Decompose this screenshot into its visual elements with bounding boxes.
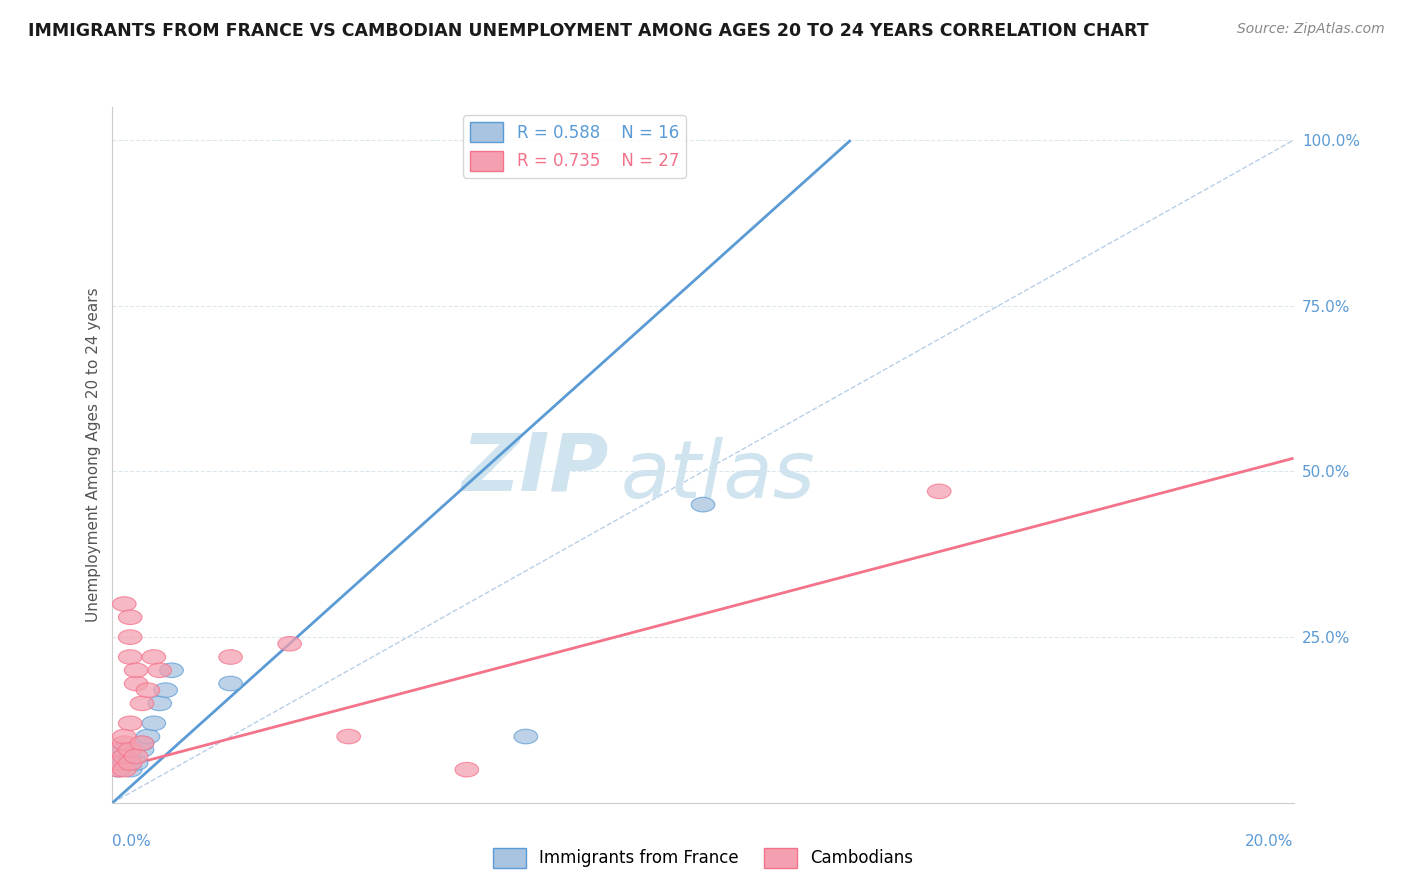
Text: ZIP: ZIP bbox=[461, 430, 609, 508]
Ellipse shape bbox=[107, 763, 131, 777]
Ellipse shape bbox=[136, 730, 160, 744]
Ellipse shape bbox=[692, 498, 714, 512]
Ellipse shape bbox=[131, 742, 153, 757]
Ellipse shape bbox=[142, 716, 166, 731]
Ellipse shape bbox=[928, 484, 950, 499]
Ellipse shape bbox=[112, 756, 136, 771]
Ellipse shape bbox=[112, 749, 136, 764]
Ellipse shape bbox=[118, 716, 142, 731]
Ellipse shape bbox=[107, 756, 131, 771]
Ellipse shape bbox=[118, 763, 142, 777]
Text: Source: ZipAtlas.com: Source: ZipAtlas.com bbox=[1237, 22, 1385, 37]
Ellipse shape bbox=[107, 742, 131, 757]
Ellipse shape bbox=[118, 756, 142, 771]
Ellipse shape bbox=[124, 756, 148, 771]
Ellipse shape bbox=[112, 597, 136, 611]
Ellipse shape bbox=[148, 663, 172, 678]
Ellipse shape bbox=[153, 683, 177, 698]
Ellipse shape bbox=[118, 742, 142, 757]
Text: IMMIGRANTS FROM FRANCE VS CAMBODIAN UNEMPLOYMENT AMONG AGES 20 TO 24 YEARS CORRE: IMMIGRANTS FROM FRANCE VS CAMBODIAN UNEM… bbox=[28, 22, 1149, 40]
Ellipse shape bbox=[278, 637, 301, 651]
Ellipse shape bbox=[118, 749, 142, 764]
Ellipse shape bbox=[160, 663, 183, 678]
Ellipse shape bbox=[136, 683, 160, 698]
Ellipse shape bbox=[131, 736, 153, 750]
Ellipse shape bbox=[112, 742, 136, 757]
Ellipse shape bbox=[118, 630, 142, 644]
Ellipse shape bbox=[219, 649, 242, 665]
Ellipse shape bbox=[112, 736, 136, 750]
Ellipse shape bbox=[148, 696, 172, 711]
Legend: R = 0.588    N = 16, R = 0.735    N = 27: R = 0.588 N = 16, R = 0.735 N = 27 bbox=[464, 115, 686, 178]
Ellipse shape bbox=[112, 730, 136, 744]
Ellipse shape bbox=[124, 749, 148, 764]
Ellipse shape bbox=[112, 763, 136, 777]
Ellipse shape bbox=[337, 730, 360, 744]
Y-axis label: Unemployment Among Ages 20 to 24 years: Unemployment Among Ages 20 to 24 years bbox=[86, 287, 101, 623]
Text: atlas: atlas bbox=[620, 437, 815, 515]
Ellipse shape bbox=[124, 676, 148, 690]
Text: 20.0%: 20.0% bbox=[1246, 834, 1294, 849]
Ellipse shape bbox=[107, 763, 131, 777]
Ellipse shape bbox=[124, 663, 148, 678]
Ellipse shape bbox=[219, 676, 242, 690]
Ellipse shape bbox=[131, 696, 153, 711]
Ellipse shape bbox=[118, 610, 142, 624]
Ellipse shape bbox=[131, 736, 153, 750]
Text: 0.0%: 0.0% bbox=[112, 834, 152, 849]
Ellipse shape bbox=[456, 763, 478, 777]
Legend: Immigrants from France, Cambodians: Immigrants from France, Cambodians bbox=[486, 841, 920, 875]
Ellipse shape bbox=[118, 649, 142, 665]
Ellipse shape bbox=[142, 649, 166, 665]
Ellipse shape bbox=[515, 730, 537, 744]
